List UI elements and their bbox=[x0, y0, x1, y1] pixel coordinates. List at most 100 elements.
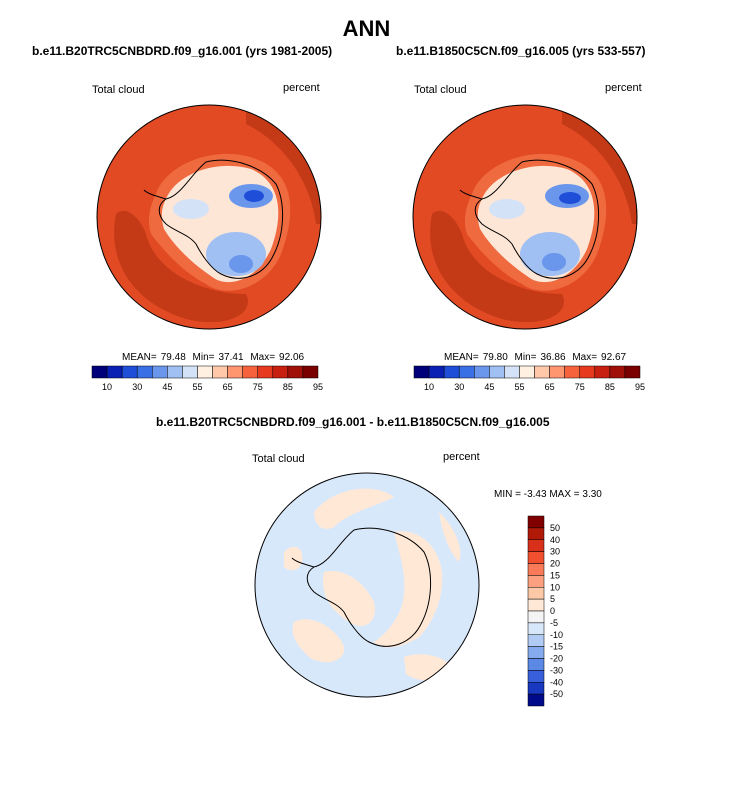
panel-1-min-label: Min= bbox=[192, 352, 215, 363]
panel-1-colorbar-swatch bbox=[91, 365, 108, 379]
difference-colorbar-tick-label: 10 bbox=[550, 582, 560, 592]
difference-colorbar-tick-label: -5 bbox=[550, 618, 558, 628]
panel-1-units-label: percent bbox=[283, 82, 320, 94]
difference-colorbar-tick-label: -40 bbox=[550, 677, 563, 687]
panel-1-colorbar-swatch bbox=[167, 365, 183, 379]
panel-1-colorbar-tick-label: 10 bbox=[102, 382, 112, 392]
panel-1-colorbar-swatch bbox=[272, 365, 289, 379]
panel-2-colorbar-swatch bbox=[413, 365, 430, 379]
difference-polar-map bbox=[254, 472, 480, 698]
difference-max-value: 3.30 bbox=[582, 489, 602, 500]
panel-1-colorbar-swatch bbox=[227, 365, 243, 379]
panel-1-colorbar-tick-label: 85 bbox=[283, 382, 293, 392]
difference-colorbar-swatch bbox=[527, 646, 545, 659]
panel-2-colorbar-swatch bbox=[474, 365, 490, 379]
difference-min-label: MIN = bbox=[494, 489, 521, 500]
panel-1-polar-map bbox=[96, 104, 322, 330]
panel-2-colorbar-swatch bbox=[594, 365, 611, 379]
panel-1-colorbar-tick-label: 95 bbox=[313, 382, 323, 392]
difference-variable-label: Total cloud bbox=[252, 453, 305, 465]
panel-1-colorbar-swatch bbox=[197, 365, 213, 379]
panel-2-mean-label: MEAN= bbox=[444, 352, 479, 363]
panel-1-colorbar-swatch bbox=[212, 365, 228, 379]
panel-2-colorbar-swatch bbox=[443, 365, 460, 379]
panel-2-colorbar-swatch bbox=[519, 365, 535, 379]
panel-2-units-label: percent bbox=[605, 82, 642, 94]
panel-2-variable-label: Total cloud bbox=[414, 84, 467, 96]
difference-colorbar-swatch bbox=[527, 563, 545, 576]
panel-2-colorbar-swatch bbox=[624, 365, 641, 379]
difference-colorbar-swatch bbox=[527, 634, 545, 647]
panel-1-colorbar-swatch bbox=[136, 365, 153, 379]
panel-1-case-title: b.e11.B20TRC5CNBDRD.f09_g16.001 (yrs 198… bbox=[32, 44, 333, 58]
panel-2-colorbar-tick-label: 65 bbox=[545, 382, 555, 392]
panel-2-mean-value: 79.80 bbox=[482, 352, 508, 363]
panel-1-colorbar-tick-label: 30 bbox=[132, 382, 142, 392]
difference-max-label: MAX = bbox=[549, 489, 580, 500]
panel-1-colorbar-swatch bbox=[257, 365, 274, 379]
difference-colorbar-tick-label: -50 bbox=[550, 689, 563, 699]
panel-2-colorbar-swatch bbox=[534, 365, 550, 379]
panel-1-colorbar-swatch bbox=[302, 365, 319, 379]
panel-1-colorbar-tick-label: 65 bbox=[223, 382, 233, 392]
panel-2-polar-map bbox=[412, 104, 638, 330]
panel-1-max-value: 92.06 bbox=[279, 352, 305, 363]
panel-2-colorbar-tick-label: 30 bbox=[454, 382, 464, 392]
difference-colorbar-tick-label: -30 bbox=[550, 665, 563, 675]
panel-2-colorbar-swatch bbox=[549, 365, 565, 379]
panel-1-colorbar-swatch bbox=[121, 365, 138, 379]
panel-1-min-value: 37.41 bbox=[218, 352, 244, 363]
panel-1-colorbar: 10 30 45 55 65 75 85 95 bbox=[91, 365, 323, 392]
difference-title: b.e11.B20TRC5CNBDRD.f09_g16.001 - b.e11.… bbox=[156, 415, 550, 429]
panel-2-colorbar-swatch bbox=[579, 365, 596, 379]
panel-1-colorbar-swatch bbox=[106, 365, 123, 379]
panel-2-colorbar-swatch bbox=[504, 365, 520, 379]
difference-colorbar-tick-label: -20 bbox=[550, 654, 563, 664]
difference-colorbar-swatch bbox=[527, 670, 545, 683]
difference-colorbar-swatch bbox=[527, 539, 545, 552]
panel-2-colorbar-tick-label: 10 bbox=[424, 382, 434, 392]
difference-colorbar-swatch bbox=[527, 515, 545, 529]
difference-colorbar-swatch bbox=[527, 610, 545, 624]
difference-colorbar-swatch bbox=[527, 622, 545, 635]
panel-2-colorbar-swatch bbox=[458, 365, 475, 379]
panel-2-colorbar-swatch bbox=[489, 365, 505, 379]
panel-2-colorbar-swatch bbox=[564, 365, 580, 379]
panel-1-colorbar-swatch bbox=[242, 365, 258, 379]
difference-colorbar-tick-label: 50 bbox=[550, 523, 560, 533]
panel-1-colorbar-tick-label: 75 bbox=[253, 382, 263, 392]
difference-colorbar-tick-label: -10 bbox=[550, 630, 563, 640]
difference-colorbar-tick-label: 0 bbox=[550, 606, 555, 616]
panel-1-mean-label: MEAN= bbox=[122, 352, 157, 363]
difference-colorbar-swatch bbox=[527, 658, 545, 671]
panel-1-colorbar-swatch bbox=[152, 365, 168, 379]
difference-min-max: MIN = -3.43 MAX = 3.30 bbox=[494, 489, 602, 500]
difference-colorbar-swatch bbox=[527, 587, 545, 600]
panel-2-colorbar-tick-label: 75 bbox=[575, 382, 585, 392]
panel-2-colorbar-tick-label: 95 bbox=[635, 382, 645, 392]
panel-1-colorbar-swatch bbox=[182, 365, 198, 379]
difference-colorbar-swatch bbox=[527, 598, 545, 612]
panel-2-max-value: 92.67 bbox=[601, 352, 627, 363]
panel-2-min-value: 36.86 bbox=[540, 352, 566, 363]
difference-colorbar-tick-label: 40 bbox=[550, 535, 560, 545]
panel-1-stats: MEAN= 79.48 Min= 37.41 Max= 92.06 bbox=[122, 352, 308, 363]
difference-colorbar-swatch bbox=[527, 527, 545, 540]
difference-colorbar-tick-label: 30 bbox=[550, 547, 560, 557]
panel-1-colorbar-tick-label: 45 bbox=[162, 382, 172, 392]
difference-units-label: percent bbox=[443, 451, 480, 463]
panel-1-mean-value: 79.48 bbox=[160, 352, 186, 363]
difference-colorbar-swatch bbox=[527, 693, 545, 707]
difference-colorbar-tick-label: 15 bbox=[550, 570, 560, 580]
panel-1-max-label: Max= bbox=[250, 352, 276, 363]
difference-colorbar-tick-label: 5 bbox=[550, 594, 555, 604]
panel-2-max-label: Max= bbox=[572, 352, 598, 363]
panel-2-colorbar-tick-label: 55 bbox=[514, 382, 524, 392]
page-title: ANN bbox=[342, 16, 391, 41]
panel-2-case-title: b.e11.B1850C5CN.f09_g16.005 (yrs 533-557… bbox=[396, 44, 646, 58]
difference-colorbar-tick-label: 20 bbox=[550, 559, 560, 569]
difference-colorbar-swatch bbox=[527, 575, 545, 588]
panel-2-colorbar-swatch bbox=[428, 365, 445, 379]
difference-min-value: -3.43 bbox=[523, 489, 547, 500]
